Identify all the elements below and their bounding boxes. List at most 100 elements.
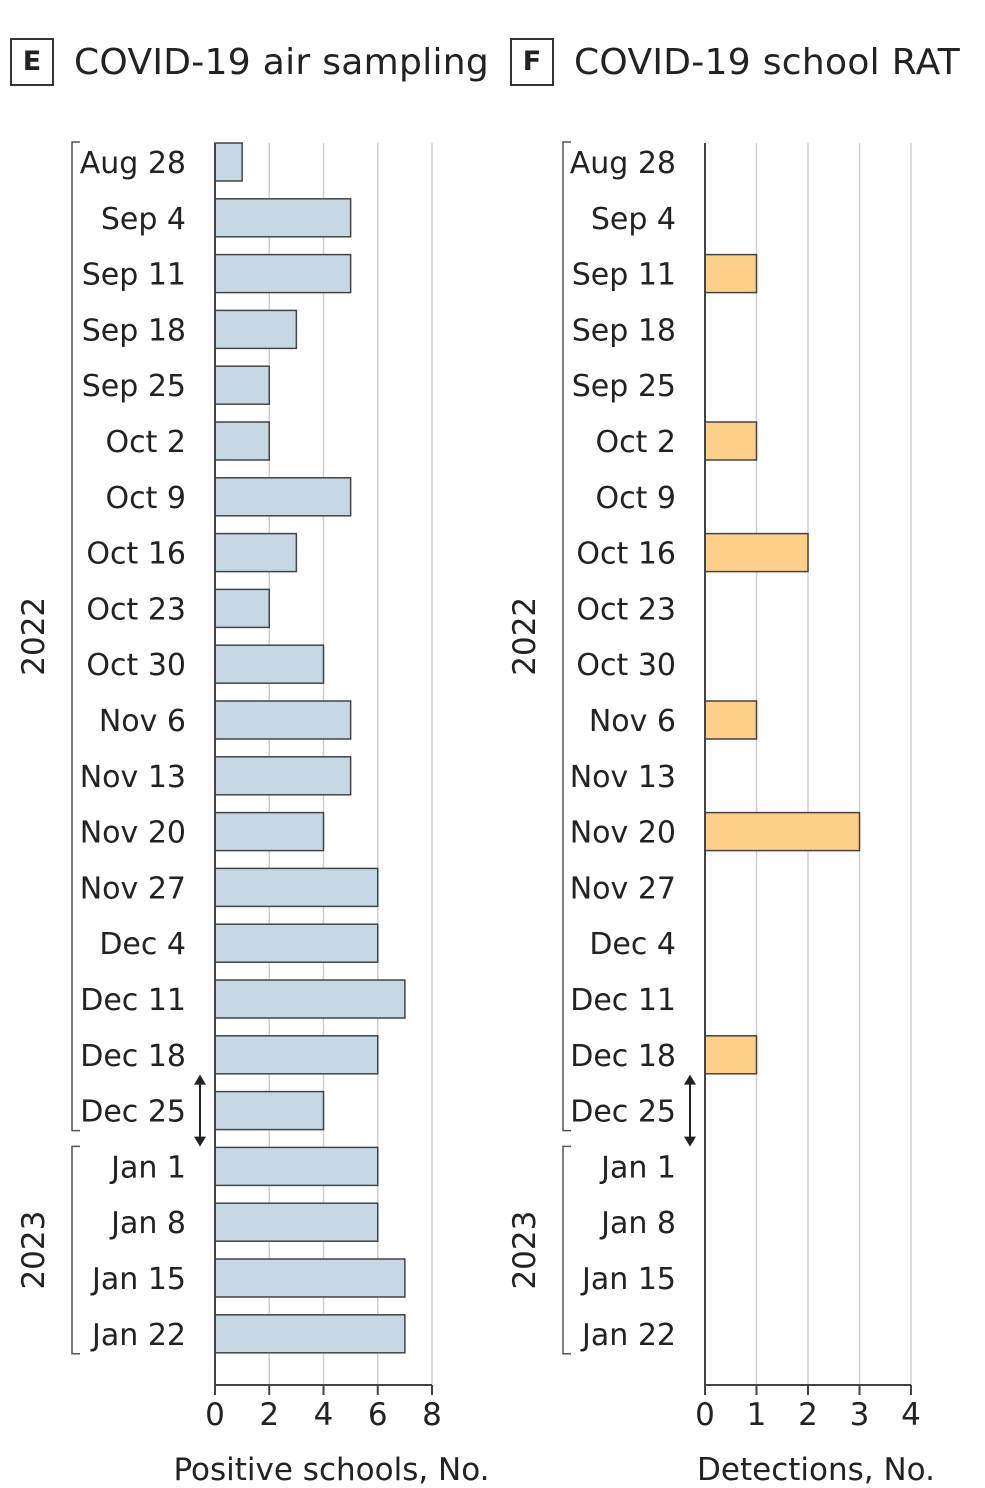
chart-panel-f: 0 1 2 3 4 Detections, No. Aug 28 Sep 4 Sep 11 Sep… [507,141,935,1488]
year-boundary-arrow [684,1074,696,1147]
bar-oct-23 [214,588,270,629]
category-label: Dec 4 [99,927,186,962]
x-tick-label: 8 [422,1397,442,1433]
category-label: Aug 28 [80,146,186,181]
category-label: Oct 23 [86,592,186,627]
category-label: Dec 25 [80,1095,186,1130]
bar-sep-18 [214,309,298,350]
bar-jan-22 [214,1314,406,1354]
year-label-2022: 2022 [16,597,52,676]
category-label: Jan 1 [109,1150,186,1185]
category-label: Dec 11 [80,983,186,1018]
year-bracket-2023 [71,1145,80,1355]
bar-nov-27 [214,867,379,908]
arrow-head-up [684,1074,696,1085]
x-tick-label: 0 [695,1397,715,1433]
bar-dec-18 [214,1035,379,1075]
year-label-2023: 2023 [507,1211,543,1290]
category-label: Nov 27 [80,871,186,906]
bar-oct-2 [704,421,758,461]
category-label: Sep 25 [82,369,186,404]
bar-sep-11 [704,253,758,294]
category-label: Dec 18 [570,1039,676,1074]
bar-oct-2 [214,421,270,461]
bar-dec-4 [214,923,379,963]
category-label: Dec 11 [570,983,676,1018]
bar-dec-25 [214,1090,325,1131]
bar-nov-13 [214,756,352,796]
category-label: Oct 16 [86,537,186,572]
bar-sep-25 [214,365,270,405]
bar-oct-30 [214,644,325,684]
bar-nov-20 [214,811,325,852]
arrow-head-down [684,1136,696,1147]
bar-nov-20 [704,811,861,852]
x-tick-label: 6 [368,1397,388,1433]
x-tick-label: 2 [798,1397,818,1433]
category-label: Jan 15 [580,1262,676,1297]
category-label: Sep 4 [591,202,676,237]
category-label: Jan 22 [580,1318,676,1353]
category-label: Jan 22 [90,1318,186,1353]
x-tick-label: 1 [747,1397,767,1433]
category-label: Oct 23 [576,592,676,627]
year-boundary-arrow [194,1074,206,1147]
panel-f-header: F COVID-19 school RAT [510,36,960,88]
category-label: Oct 16 [576,537,676,572]
year-bracket-2022 [562,141,571,1132]
bar-oct-9 [214,477,352,517]
x-tick-label: 4 [314,1397,334,1433]
category-label: Aug 28 [570,146,676,181]
year-label-2023: 2023 [16,1211,52,1290]
category-label: Jan 8 [109,1206,186,1241]
panel-e-letter: E [10,38,54,86]
category-label: Dec 25 [570,1095,676,1130]
category-label: Nov 6 [99,704,186,739]
bar-aug-28 [214,142,243,182]
category-label: Sep 4 [101,202,186,237]
year-bracket-2023 [562,1145,571,1355]
category-label: Nov 13 [80,760,186,795]
category-label: Dec 18 [80,1039,186,1074]
bar-sep-4 [214,198,352,238]
category-label: Oct 30 [86,648,186,683]
bar-nov-6 [704,700,758,740]
bar-nov-6 [214,700,352,740]
category-label: Nov 20 [80,816,186,851]
x-tick-label: 3 [850,1397,870,1433]
bar-dec-11 [214,979,406,1019]
category-label: Sep 11 [82,258,186,293]
x-tick-label: 0 [205,1397,225,1433]
bar-sep-11 [214,253,352,294]
x-tick-label: 2 [259,1397,279,1433]
category-label: Sep 18 [82,313,186,348]
category-label: Nov 6 [589,704,676,739]
category-label: Sep 18 [572,313,676,348]
panel-e-title: COVID-19 air sampling [74,41,490,83]
category-label: Sep 25 [572,369,676,404]
x-tick-label: 4 [901,1397,921,1433]
arrow-head-down [194,1136,206,1147]
x-axis-title: Detections, No. [697,1452,935,1488]
category-label: Jan 15 [90,1262,186,1297]
category-label: Oct 9 [106,481,187,516]
bar-jan-8 [214,1202,379,1242]
chart-panel-e: 0 2 4 6 8 Positive schools, No. Aug 28 Sep 4 Sep… [16,141,490,1488]
category-label: Jan 1 [599,1150,676,1185]
category-label: Nov 27 [570,871,676,906]
bar-dec-18 [704,1035,758,1075]
category-label: Dec 4 [589,927,676,962]
bar-oct-16 [704,532,809,573]
category-label: Oct 2 [106,425,187,460]
category-label: Nov 20 [570,816,676,851]
year-label-2022: 2022 [507,597,543,676]
category-label: Oct 9 [596,481,677,516]
year-bracket-2022 [71,141,80,1132]
panel-f-title: COVID-19 school RAT [574,41,960,83]
category-label: Jan 8 [599,1206,676,1241]
bar-oct-16 [214,532,298,573]
category-label: Oct 30 [576,648,676,683]
panel-f-letter: F [510,38,554,86]
category-label: Sep 11 [572,258,676,293]
